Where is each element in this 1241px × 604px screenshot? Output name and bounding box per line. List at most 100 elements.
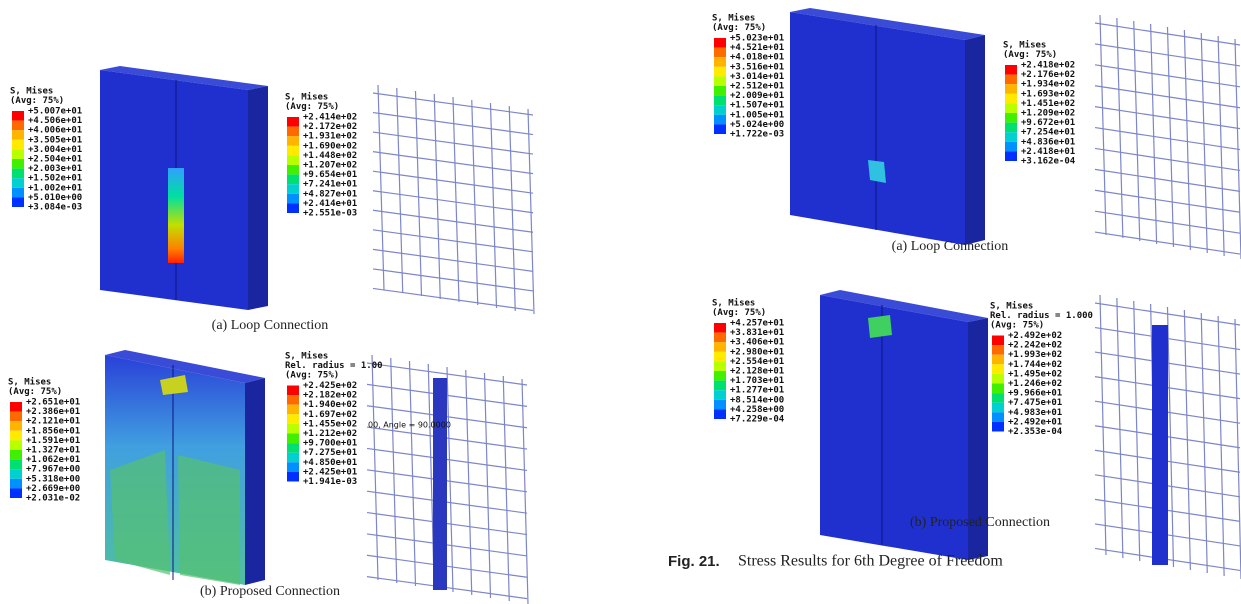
legend-title: S, Mises [10,86,53,97]
figure-caption: Stress Results for 6th Degree of Freedom [738,553,1003,570]
legend-title: S, Mises [1003,40,1046,51]
legend-value: +4.018e+01 [730,53,784,63]
rebar [471,99,479,306]
rebar [1094,147,1241,172]
legend-swatch [714,66,726,77]
legend-value: +1.209e+02 [1021,109,1075,119]
legend-swatch [1005,132,1017,142]
legend-value: +1.940e+02 [303,400,357,410]
rebar [372,170,534,194]
legend-swatch [1005,113,1017,123]
legend-value: +2.009e+01 [730,91,784,101]
legend-value: +1.697e+02 [303,410,357,420]
legend-swatch [10,478,22,489]
legend-value: +8.514e+00 [730,395,784,405]
legend-swatch [1005,103,1017,113]
rebar [372,111,534,136]
rebar [1094,126,1241,151]
legend-swatch [287,117,299,127]
legend-swatch [12,159,24,169]
legend-swatch [714,47,726,58]
legend-swatch [1005,122,1017,133]
legend-title: (Avg: 75%) [1003,50,1057,60]
rebar [1099,14,1107,236]
legend-swatch [10,430,22,441]
wall-model [820,290,988,560]
legend-value: +3.004e+01 [28,145,82,155]
legend-swatch [10,469,22,479]
legend-value: +7.275e+01 [303,448,357,458]
legend-swatch [714,323,726,333]
legend-swatch [992,421,1004,432]
rebar [465,369,473,596]
legend-value: +1.448e+02 [303,151,357,161]
legend-swatch [714,351,726,362]
rebar [1150,23,1158,245]
rebar [1217,35,1225,257]
legend-swatch [287,136,299,146]
legend-swatch [714,332,726,343]
rebar [1217,315,1225,577]
legend-swatch [1005,93,1017,104]
rebar [372,151,534,175]
rebar [372,92,534,116]
legend-swatch [10,440,22,450]
legend-value: +2.504e+01 [28,155,82,165]
rebar [1094,231,1241,255]
legend-value: +7.967e+00 [26,465,80,475]
legend-value: +2.003e+01 [28,164,82,174]
legend-value: +1.002e+01 [28,183,82,193]
legend-value: +7.241e+01 [303,180,357,190]
rebar [372,229,534,253]
legend-swatch [714,409,726,419]
legend-value: +2.128e+01 [730,367,784,377]
legend-swatch [992,412,1004,422]
legend-value: +2.182e+02 [303,391,357,401]
rebar [366,362,528,386]
legend-value: +5.024e+00 [730,120,784,130]
legend-swatch [287,174,299,185]
legend-value: +3.505e+01 [28,135,82,145]
column [433,378,447,590]
legend-swatch [12,197,24,207]
legend-value: +2.551e-03 [303,209,357,219]
legend-swatch [287,385,299,396]
rebar [433,93,441,300]
legend-value: +7.229e-04 [730,415,785,425]
legend-swatch [10,459,22,470]
legend-swatch [714,124,726,134]
legend-value: +9.654e+01 [303,170,357,180]
legend-swatch [287,155,299,165]
rebar [396,87,404,294]
rebar-grids [366,14,1241,604]
rebar [1133,20,1141,242]
wall-model [100,66,268,310]
rebar [1200,312,1208,574]
legend-swatch [714,114,726,125]
legend-title: (Avg: 75%) [285,371,339,381]
legend-value: +7.254e+01 [1021,128,1075,138]
legend-value: +9.966e+01 [1008,389,1062,399]
legend-value: +1.502e+01 [28,174,82,184]
legend-swatch [10,402,22,412]
legend-value: +1.507e+01 [730,101,784,111]
legend-value: +2.512e+01 [730,82,784,92]
legend-swatch [714,399,726,410]
legend-swatch [714,361,726,371]
legend-value: +3.084e-03 [28,203,82,213]
rebar [1094,64,1241,88]
legend-swatch [10,411,22,422]
legend-swatch [714,86,726,96]
legend-swatch [10,488,22,498]
legend-title: S, Mises [285,92,328,103]
legend-swatch [12,168,24,179]
legend-swatch [287,203,299,213]
wall-model [790,8,985,245]
rebar [372,131,534,155]
panel-caption: (b) Proposed Connection [910,515,1050,530]
panel-caption: (a) Loop Connection [212,318,329,333]
legend-swatch [12,139,24,150]
legend-swatch [287,462,299,472]
legend-value: +3.014e+01 [730,72,784,82]
legend-value: +2.651e+01 [26,398,80,408]
